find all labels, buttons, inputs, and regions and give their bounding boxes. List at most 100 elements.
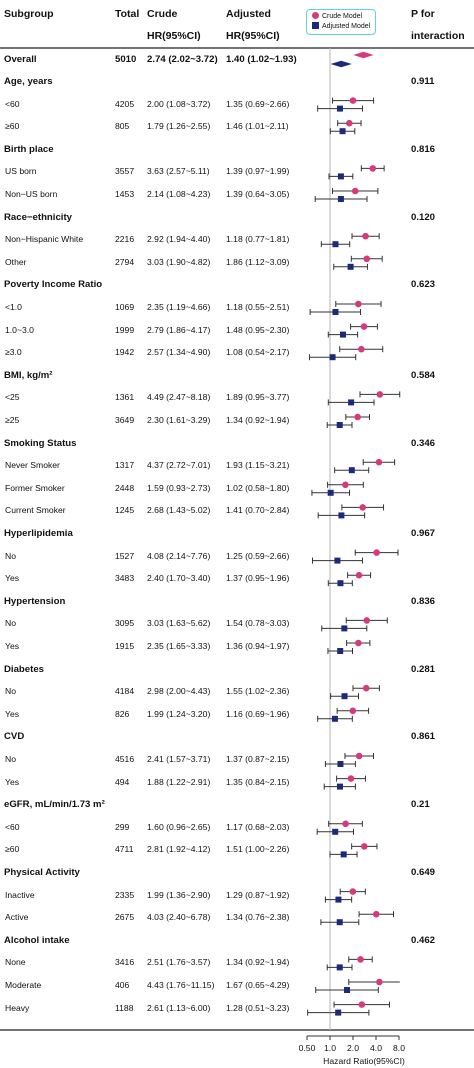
row-adjusted-point	[336, 964, 343, 971]
row-crude-hr: 4.49 (2.47~8.18)	[147, 392, 211, 403]
row-adjusted-hr: 1.17 (0.68~2.03)	[226, 821, 290, 832]
row-crude-hr: 4.08 (2.14~7.76)	[147, 550, 211, 561]
row-crude-point	[363, 255, 371, 263]
row-adjusted-hr: 1.86 (1.12~3.09)	[226, 256, 290, 267]
row-crude-point	[376, 978, 383, 986]
row-adjusted-hr: 1.35 (0.84~2.15)	[226, 776, 290, 787]
overall-adjusted-hr: 1.40 (1.02~1.93)	[226, 54, 297, 65]
row-crude-hr: 1.79 (1.26~2.55)	[147, 121, 211, 132]
row-label: 1.0~3.0	[5, 324, 34, 335]
group-p-interaction: 0.861	[411, 731, 436, 743]
row-adjusted-point	[332, 241, 339, 248]
row-adjusted-point	[347, 263, 354, 270]
row-total: 3416	[115, 957, 135, 968]
row-total: 2675	[115, 912, 135, 923]
row-total: 299	[115, 821, 130, 832]
col-header-crude: Crude	[147, 8, 178, 20]
row-crude-point	[357, 956, 364, 963]
overall-crude-hr: 2.74 (2.02~3.72)	[147, 54, 218, 65]
row-crude-point	[359, 504, 367, 511]
row-crude-point	[375, 458, 383, 466]
row-label: Current Smoker	[5, 505, 66, 516]
row-adjusted-hr: 1.08 (0.54~2.17)	[226, 347, 290, 358]
x-tick-3: 4.0	[370, 1043, 382, 1053]
row-total: 1527	[115, 550, 135, 561]
row-adjusted-hr: 1.54 (0.78~3.03)	[226, 618, 290, 629]
row-adjusted-point	[338, 512, 345, 519]
legend-item-adjusted: Adjusted Model	[312, 22, 370, 31]
x-tick-2: 2.0	[347, 1043, 359, 1053]
row-total: 3649	[115, 415, 135, 425]
chart-legend: Crude Model Adjusted Model	[306, 9, 376, 35]
row-adjusted-point	[336, 105, 343, 112]
group-title: Birth place	[4, 143, 54, 155]
row-crude-point	[360, 323, 368, 330]
row-crude-point	[360, 843, 368, 850]
row-label: Heavy	[5, 1002, 30, 1013]
row-label: No	[5, 618, 16, 629]
row-total: 1999	[115, 324, 135, 335]
row-total: 1915	[115, 641, 135, 651]
row-adjusted-point	[341, 693, 348, 700]
row-crude-hr: 2.98 (2.00~4.43)	[147, 686, 211, 697]
row-total: 2448	[115, 482, 135, 493]
row-adjusted-hr: 1.02 (0.58~1.80)	[226, 482, 290, 493]
row-label: <60	[5, 821, 20, 832]
row-crude-hr: 4.43 (1.76~11.15)	[147, 980, 215, 990]
row-label: ≥3.0	[5, 347, 22, 358]
row-total: 1453	[115, 189, 135, 199]
row-adjusted-point	[336, 422, 343, 428]
group-p-interaction: 0.346	[411, 437, 436, 449]
row-crude-point	[349, 97, 357, 104]
row-crude-hr: 1.99 (1.36~2.90)	[147, 889, 211, 900]
row-adjusted-hr: 1.39 (0.64~3.05)	[226, 189, 290, 199]
row-label: <60	[5, 98, 20, 109]
row-crude-hr: 2.30 (1.61~3.29)	[147, 415, 211, 425]
row-adjusted-hr: 1.37 (0.95~1.96)	[226, 573, 290, 584]
row-total: 805	[115, 121, 130, 132]
row-total: 494	[115, 776, 130, 787]
row-total: 4516	[115, 754, 135, 764]
row-adjusted-point	[337, 761, 344, 767]
row-total: 1317	[115, 460, 135, 471]
row-crude-hr: 4.37 (2.72~7.01)	[147, 460, 211, 471]
row-adjusted-hr: 1.51 (1.00~2.26)	[226, 844, 290, 855]
row-adjusted-point	[348, 467, 355, 474]
row-crude-hr: 3.63 (2.57~5.11)	[147, 166, 210, 177]
group-p-interaction: 0.816	[411, 143, 436, 155]
row-adjusted-point	[344, 987, 351, 993]
col-header-subgroup: Subgroup	[4, 8, 54, 20]
row-adjusted-point	[337, 173, 344, 180]
row-crude-point	[349, 888, 357, 895]
row-adjusted-hr: 1.25 (0.59~2.66)	[226, 550, 290, 561]
group-p-interaction: 0.21	[411, 799, 430, 811]
row-adjusted-hr: 1.28 (0.51~3.23)	[226, 1002, 290, 1013]
row-total: 1069	[115, 302, 135, 312]
overall-crude-diamond	[353, 51, 374, 59]
row-label: US born	[5, 166, 37, 177]
col-header-crude-hr: HR(95%CI)	[147, 30, 201, 42]
row-total: 1942	[115, 347, 135, 358]
group-title: Race−ethnicity	[4, 211, 72, 223]
row-crude-point	[351, 187, 359, 195]
row-crude-point	[355, 752, 363, 760]
row-crude-point	[346, 119, 353, 127]
row-crude-hr: 2.35 (1.65~3.33)	[147, 641, 211, 651]
col-header-adjusted: Adjusted	[226, 8, 271, 20]
row-adjusted-point	[337, 648, 344, 654]
row-total: 1361	[115, 392, 135, 403]
row-adjusted-point	[341, 625, 348, 632]
row-crude-hr: 2.00 (1.08~3.72)	[147, 98, 211, 109]
row-label: Non−US born	[5, 189, 58, 199]
row-label: No	[5, 754, 16, 764]
row-crude-point	[376, 391, 384, 398]
row-adjusted-point	[340, 851, 347, 858]
group-title: CVD	[4, 731, 25, 743]
row-crude-hr: 2.14 (1.08~4.23)	[147, 189, 211, 199]
row-total: 4184	[115, 686, 135, 697]
group-p-interaction: 0.967	[411, 528, 436, 539]
row-crude-point	[369, 165, 377, 172]
row-adjusted-point	[339, 128, 346, 135]
row-label: Non−Hispanic White	[5, 234, 84, 245]
